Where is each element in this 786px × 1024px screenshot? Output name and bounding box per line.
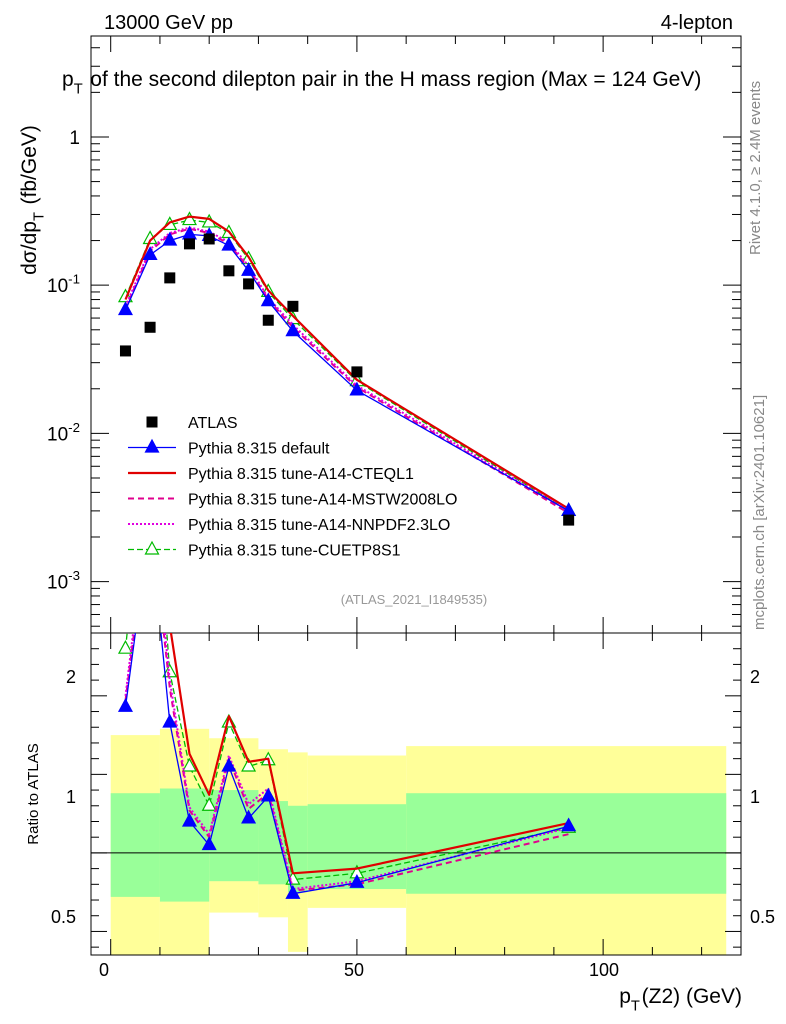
legend-label-nnpdf: Pythia 8.315 tune-A14-NNPDF2.3LO <box>188 517 450 534</box>
main-ytick-label: 10-2 <box>47 420 80 446</box>
ratio-ytick-1-right: 1 <box>750 787 760 807</box>
data-point <box>203 233 215 245</box>
ratio-marker-cuetp8s1 <box>181 757 197 772</box>
x-axis-label: pT (Z2) (GeV) <box>619 985 742 1014</box>
ratio-ytick-2-right: 2 <box>750 667 760 687</box>
ratio-marker-default <box>241 809 257 824</box>
main-line-nnpdf <box>124 226 570 512</box>
ratio-marker-cuetp8s1 <box>241 757 257 772</box>
xtick-50: 50 <box>344 960 364 980</box>
legend-label-default: Pythia 8.315 default <box>188 441 330 458</box>
data-point <box>563 514 575 526</box>
legend-label-cuetp8s1: Pythia 8.315 tune-CUETP8S1 <box>188 543 401 560</box>
legend-label-data: ATLAS <box>188 415 238 432</box>
ratio-ytick-1-left: 1 <box>66 787 76 807</box>
ratio-marker-default <box>144 516 157 528</box>
data-point <box>262 314 274 326</box>
legend-marker-cuetp8s1 <box>144 540 160 555</box>
ratio-ytick-0.5-left: 0.5 <box>51 907 76 927</box>
legend-marker-default <box>144 438 160 453</box>
ratio-marker-cuetp8s1 <box>201 797 217 811</box>
main-marker-default <box>142 246 158 261</box>
data-point <box>223 265 235 277</box>
xtick-100: 100 <box>589 960 619 980</box>
inner-band-segment <box>209 790 259 882</box>
ratio-marker-default <box>260 787 276 802</box>
ratio-marker-default <box>162 713 178 728</box>
header-left: 13000 GeV pp <box>104 12 233 34</box>
ratio-line-nnpdf <box>124 633 569 890</box>
uncertainty-bands <box>110 728 727 955</box>
legend-label-cteql1: Pythia 8.315 tune-A14-CTEQL1 <box>188 466 414 483</box>
main-y-tick-labels: 1 10-1 10-2 10-3 <box>47 128 80 594</box>
main-marker-default <box>260 292 276 307</box>
main-line-cteql1 <box>124 215 570 510</box>
mcplots-text: mcplots.cern.ch [arXiv:2401.10621] <box>751 395 768 630</box>
main-plot-area <box>117 211 577 526</box>
ratio-marker-default <box>561 817 577 832</box>
ratio-marker-default <box>221 757 237 772</box>
header-right: 4-lepton <box>661 12 733 34</box>
main-ytick-label: 10-1 <box>47 272 80 298</box>
rivet-version-text: Rivet 4.1.0, ≥ 2.4M events <box>747 81 764 255</box>
ratio-plot-area <box>91 406 741 899</box>
chart-title: pT of the second dilepton pair in the H … <box>62 68 701 97</box>
legend: ATLAS Pythia 8.315 default Pythia 8.315 tu… <box>128 415 457 560</box>
axis-ticks <box>91 36 741 955</box>
xtick-0: 0 <box>99 960 109 980</box>
main-marker-default <box>221 236 237 251</box>
main-marker-default <box>117 301 133 316</box>
ratio-frame <box>90 632 742 956</box>
data-point <box>119 345 131 357</box>
ratio-marker-default <box>117 698 133 712</box>
ratio-ytick-2-left: 2 <box>66 667 76 687</box>
ratio-marker-default <box>285 884 301 899</box>
ratio-marker-default <box>349 873 365 888</box>
analysis-watermark: (ATLAS_2021_I1849535) <box>341 592 487 607</box>
data-point <box>164 272 176 284</box>
data-point <box>287 300 299 312</box>
inner-band-segment <box>110 793 160 897</box>
ratio-marker-default <box>181 812 197 827</box>
ratio-marker-cuetp8s1 <box>144 406 157 418</box>
main-marker-default <box>285 322 301 337</box>
legend-label-mstw: Pythia 8.315 tune-A14-MSTW2008LO <box>188 492 457 509</box>
ratio-line-cteql1 <box>125 633 569 875</box>
data-point <box>351 366 363 378</box>
ratio-ytick-0.5-right: 0.5 <box>750 907 775 927</box>
ratio-y-label: Ratio to ATLAS <box>25 743 42 844</box>
main-marker-default <box>241 262 257 276</box>
ratio-marker-default <box>201 836 217 851</box>
main-marker-default <box>349 381 365 396</box>
ratio-marker-cuetp8s1 <box>117 639 133 654</box>
data-point <box>183 238 195 250</box>
legend-marker-data <box>146 416 158 428</box>
inner-band-segment <box>406 793 727 894</box>
data-point <box>243 278 255 290</box>
main-ytick-label: 1 <box>69 128 80 149</box>
data-point <box>144 321 156 333</box>
main-marker-default <box>162 231 178 246</box>
main-y-label: dσ/dpT (fb/GeV) <box>18 125 47 275</box>
main-ytick-label: 10-3 <box>47 568 80 594</box>
inner-band-segment <box>159 788 210 902</box>
